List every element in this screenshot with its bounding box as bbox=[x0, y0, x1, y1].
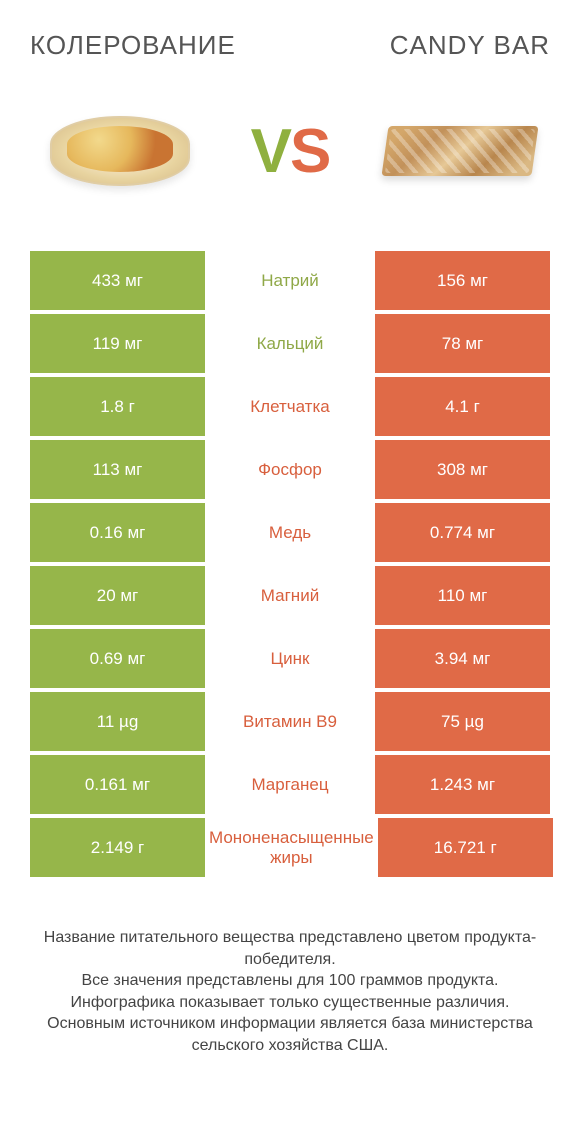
footer-line: Основным источником информации является … bbox=[35, 1013, 545, 1056]
cell-left: 0.69 мг bbox=[30, 629, 205, 688]
images-row: VS bbox=[30, 101, 550, 201]
footer-line: Инфографика показывает только существенн… bbox=[35, 992, 545, 1014]
table-row: 0.16 мгМедь0.774 мг bbox=[30, 503, 550, 562]
cell-left: 0.161 мг bbox=[30, 755, 205, 814]
vs-s: S bbox=[290, 117, 329, 186]
footer-text: Название питательного вещества представл… bbox=[30, 927, 550, 1057]
dish-icon bbox=[50, 116, 190, 186]
cell-label: Клетчатка bbox=[205, 377, 375, 436]
cell-right: 0.774 мг bbox=[375, 503, 550, 562]
title-left: КОЛЕРОВАНИЕ bbox=[30, 30, 236, 61]
table-row: 119 мгКальций78 мг bbox=[30, 314, 550, 373]
cell-left: 119 мг bbox=[30, 314, 205, 373]
cell-label: Витамин B9 bbox=[205, 692, 375, 751]
footer-line: Название питательного вещества представл… bbox=[35, 927, 545, 970]
table-row: 0.161 мгМарганец1.243 мг bbox=[30, 755, 550, 814]
cell-right: 156 мг bbox=[375, 251, 550, 310]
cell-label: Марганец bbox=[205, 755, 375, 814]
cell-right: 78 мг bbox=[375, 314, 550, 373]
food-image-right bbox=[380, 101, 540, 201]
cell-right: 4.1 г bbox=[375, 377, 550, 436]
cell-label: Фосфор bbox=[205, 440, 375, 499]
table-row: 113 мгФосфор308 мг bbox=[30, 440, 550, 499]
cell-label: Медь bbox=[205, 503, 375, 562]
title-right: CANDY BAR bbox=[390, 30, 550, 61]
table-row: 1.8 гКлетчатка4.1 г bbox=[30, 377, 550, 436]
food-image-left bbox=[40, 101, 200, 201]
footer-line: Все значения представлены для 100 граммо… bbox=[35, 970, 545, 992]
cell-label: Мононенасыщенные жиры bbox=[205, 818, 378, 877]
cell-left: 11 µg bbox=[30, 692, 205, 751]
header: КОЛЕРОВАНИЕ CANDY BAR bbox=[30, 30, 550, 61]
cell-right: 3.94 мг bbox=[375, 629, 550, 688]
table-row: 433 мгНатрий156 мг bbox=[30, 251, 550, 310]
cell-right: 1.243 мг bbox=[375, 755, 550, 814]
cell-left: 20 мг bbox=[30, 566, 205, 625]
table-row: 0.69 мгЦинк3.94 мг bbox=[30, 629, 550, 688]
cell-label: Цинк bbox=[205, 629, 375, 688]
cell-right: 110 мг bbox=[375, 566, 550, 625]
vs-label: VS bbox=[251, 116, 330, 187]
cell-label: Кальций bbox=[205, 314, 375, 373]
cell-left: 1.8 г bbox=[30, 377, 205, 436]
vs-v: V bbox=[251, 117, 290, 186]
table-row: 11 µgВитамин B975 µg bbox=[30, 692, 550, 751]
table-row: 20 мгМагний110 мг bbox=[30, 566, 550, 625]
candy-bar-icon bbox=[381, 126, 538, 176]
cell-left: 0.16 мг bbox=[30, 503, 205, 562]
cell-label: Магний bbox=[205, 566, 375, 625]
cell-left: 113 мг bbox=[30, 440, 205, 499]
cell-right: 16.721 г bbox=[378, 818, 553, 877]
cell-left: 433 мг bbox=[30, 251, 205, 310]
cell-left: 2.149 г bbox=[30, 818, 205, 877]
table-row: 2.149 гМононенасыщенные жиры16.721 г bbox=[30, 818, 550, 877]
cell-right: 75 µg bbox=[375, 692, 550, 751]
comparison-table: 433 мгНатрий156 мг119 мгКальций78 мг1.8 … bbox=[30, 251, 550, 877]
cell-label: Натрий bbox=[205, 251, 375, 310]
cell-right: 308 мг bbox=[375, 440, 550, 499]
comparison-infographic: КОЛЕРОВАНИЕ CANDY BAR VS 433 мгНатрий156… bbox=[0, 0, 580, 1077]
